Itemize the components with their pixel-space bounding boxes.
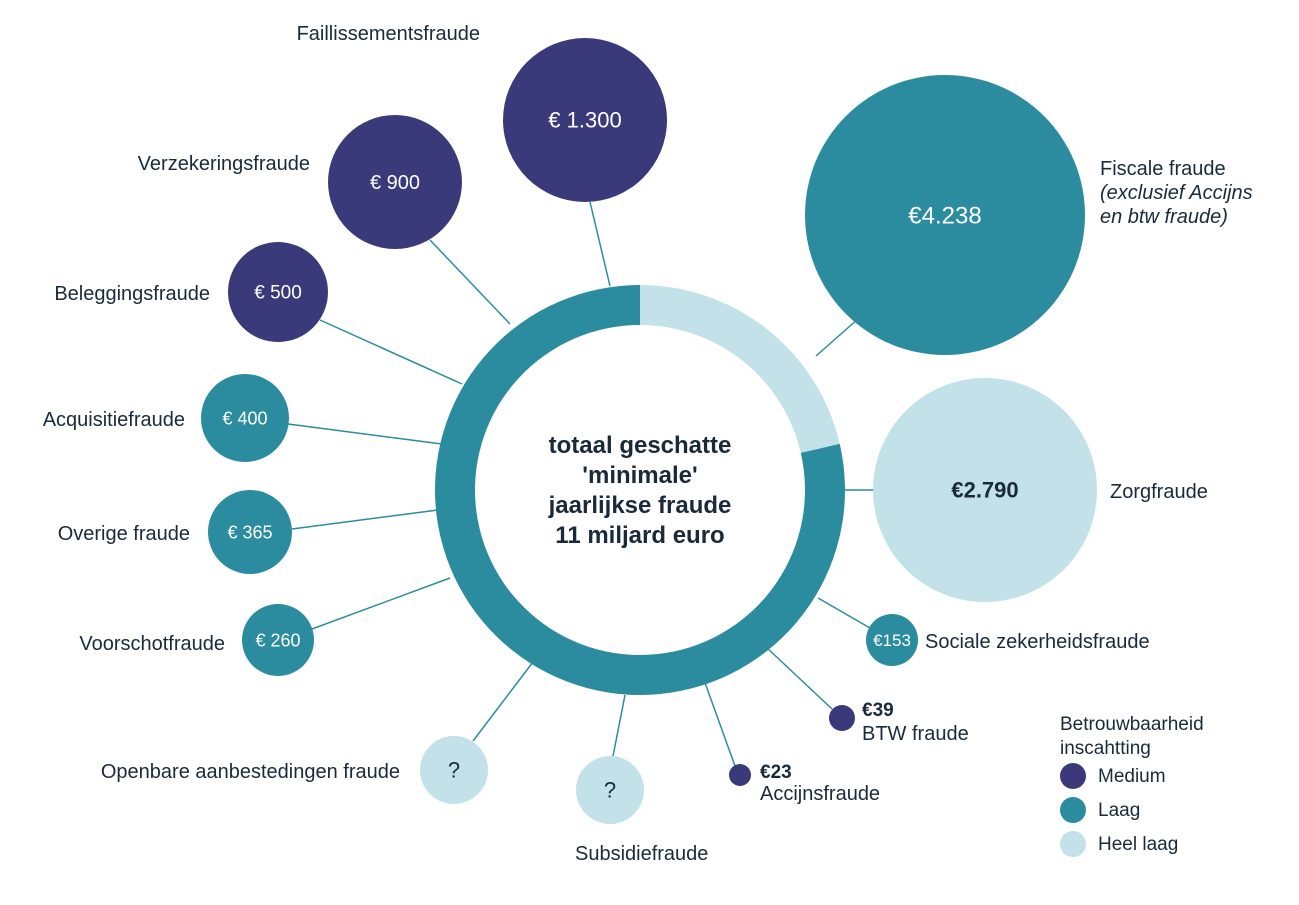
bubble-label-zorg: Zorgfraude	[1110, 481, 1208, 503]
bubble-value-openbare: ?	[448, 758, 460, 783]
bubble-label-sociale: Sociale zekerheidsfraude	[925, 631, 1150, 653]
legend-title2: inscahtting	[1060, 738, 1151, 759]
bubble-label-verzekerings: Verzekeringsfraude	[138, 153, 310, 175]
center-text-line4: 11 miljard euro	[555, 522, 724, 549]
bubble-label-voorschot: Voorschotfraude	[79, 633, 225, 655]
bubble-value-sociale: €153	[873, 631, 911, 650]
center-text-line3: jaarlijkse fraude	[548, 492, 732, 519]
legend-swatch-medium	[1060, 763, 1086, 789]
legend-label-medium: Medium	[1098, 766, 1166, 787]
bubble-value-fiscale: €4.238	[908, 202, 981, 229]
fraud-bubble-chart: €4.238 Fiscale fraude(exclusief Accijnsen…	[0, 0, 1299, 905]
bubble-btw	[829, 705, 855, 731]
bubble-label3-fiscale: en btw fraude)	[1100, 206, 1228, 228]
bubble-accijns	[729, 764, 751, 786]
bubble-label-fiscale: Fiscale fraude	[1100, 158, 1226, 180]
bubble-label-openbare: Openbare aanbestedingen fraude	[101, 761, 400, 783]
bubble-value-acquisitie: € 400	[222, 408, 267, 428]
bubble-value-beleggings: € 500	[254, 283, 302, 304]
bubble-value-subsidie: ?	[604, 778, 616, 803]
bubble-value-faillissements: € 1.300	[548, 108, 621, 133]
center-text-line2: 'minimale'	[582, 462, 697, 489]
bubble-label-overige: Overige fraude	[58, 523, 190, 545]
bubble-label-subsidie: Subsidiefraude	[575, 843, 708, 865]
bubble-label-accijns: Accijnsfraude	[760, 783, 880, 805]
bubble-value-btw: €39	[862, 700, 894, 721]
bubble-label-acquisitie: Acquisitiefraude	[43, 409, 185, 431]
bubble-label2-fiscale: (exclusief Accijns	[1100, 182, 1253, 204]
legend-title: Betrouwbaarheid	[1060, 714, 1204, 735]
legend-swatch-heel-laag	[1060, 831, 1086, 857]
legend-swatch-laag	[1060, 797, 1086, 823]
center-text-line1: totaal geschatte	[549, 432, 732, 459]
bubble-value-overige: € 365	[227, 522, 272, 542]
bubble-value-verzekerings: € 900	[370, 172, 420, 194]
bubble-value-zorg: €2.790	[951, 478, 1018, 503]
bubble-label-btw: BTW fraude	[862, 723, 969, 745]
bubble-value-accijns: €23	[760, 762, 792, 783]
bubble-value-voorschot: € 260	[255, 630, 300, 650]
bubble-label-faillissements: Faillissementsfraude	[297, 23, 480, 45]
legend-label-laag: Laag	[1098, 800, 1140, 821]
legend-label-heel-laag: Heel laag	[1098, 834, 1178, 855]
bubble-label-beleggings: Beleggingsfraude	[54, 283, 210, 305]
